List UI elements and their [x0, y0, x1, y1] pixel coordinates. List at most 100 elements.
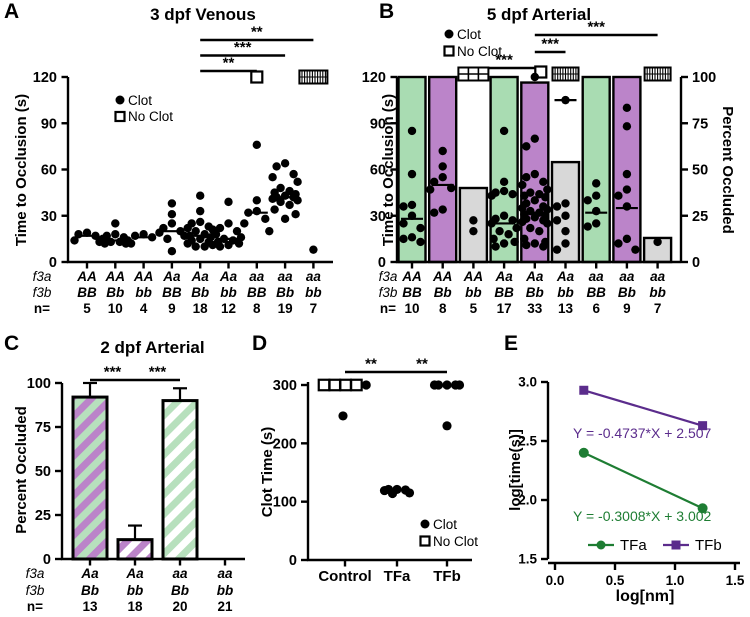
- svg-text:TFa: TFa: [620, 537, 647, 554]
- svg-text:8: 8: [439, 301, 447, 316]
- svg-text:aa: aa: [589, 269, 605, 284]
- svg-text:***: ***: [104, 364, 122, 381]
- svg-text:6: 6: [592, 301, 600, 316]
- panel-e-ylabel: log[time(s)]: [507, 429, 524, 511]
- svg-text:Bb: Bb: [106, 285, 124, 300]
- svg-text:aa: aa: [217, 566, 233, 581]
- panel-d-ylabel: Clot Time (s): [259, 426, 276, 518]
- svg-text:9: 9: [623, 301, 631, 316]
- svg-text:3.0: 3.0: [518, 375, 537, 390]
- svg-text:21: 21: [217, 599, 233, 614]
- svg-text:BB: BB: [494, 285, 514, 300]
- svg-text:f3b: f3b: [379, 285, 398, 300]
- panel-b-ylabel-left: Time to Occlusion (s): [380, 93, 397, 247]
- panel-letter-b: B: [379, 0, 395, 23]
- svg-text:5: 5: [83, 301, 91, 316]
- svg-text:Y = -0.4737*X + 2.507: Y = -0.4737*X + 2.507: [573, 425, 712, 441]
- svg-text:18: 18: [193, 301, 209, 316]
- svg-text:Clot: Clot: [433, 517, 457, 532]
- svg-text:60: 60: [370, 163, 386, 179]
- svg-text:5: 5: [470, 301, 478, 316]
- svg-text:Bb: Bb: [191, 285, 209, 300]
- svg-text:bb: bb: [649, 285, 666, 300]
- svg-text:100: 100: [273, 495, 297, 511]
- panel-letter-d: D: [252, 332, 268, 355]
- svg-text:Bb: Bb: [81, 583, 99, 598]
- svg-text:Aa: Aa: [162, 269, 181, 284]
- svg-text:100: 100: [27, 376, 51, 392]
- svg-text:8: 8: [253, 301, 261, 316]
- svg-text:2.5: 2.5: [518, 434, 537, 449]
- svg-text:1.0: 1.0: [666, 573, 685, 588]
- svg-text:***: ***: [587, 19, 605, 36]
- svg-text:AA: AA: [463, 269, 484, 284]
- svg-text:aa: aa: [278, 269, 294, 284]
- svg-text:2.0: 2.0: [518, 493, 537, 508]
- svg-text:***: ***: [234, 39, 252, 56]
- svg-text:Bb: Bb: [434, 285, 452, 300]
- svg-text:aa: aa: [172, 566, 188, 581]
- svg-text:25: 25: [35, 508, 51, 524]
- svg-text:**: **: [223, 55, 235, 72]
- svg-text:n=: n=: [27, 599, 43, 614]
- svg-text:AA: AA: [432, 269, 453, 284]
- panel-a-title: 3 dpf Venous: [150, 5, 256, 24]
- svg-text:75: 75: [35, 420, 51, 436]
- svg-text:Clot: Clot: [457, 27, 481, 42]
- svg-text:100: 100: [692, 70, 716, 86]
- svg-text:f3a: f3a: [26, 566, 45, 581]
- svg-text:60: 60: [41, 163, 57, 179]
- svg-text:bb: bb: [127, 583, 144, 598]
- panel-c-ylabel: Percent Occluded: [13, 406, 30, 534]
- svg-text:aa: aa: [619, 269, 635, 284]
- panel-b-ylabel-right: Percent Occluded: [719, 106, 736, 234]
- svg-text:bb: bb: [305, 285, 322, 300]
- svg-text:BB: BB: [586, 285, 606, 300]
- svg-text:aa: aa: [249, 269, 265, 284]
- svg-text:10: 10: [108, 301, 123, 316]
- svg-text:25: 25: [692, 209, 708, 225]
- svg-text:aa: aa: [306, 269, 322, 284]
- svg-text:n=: n=: [34, 301, 50, 316]
- svg-text:n=: n=: [380, 301, 396, 316]
- svg-text:120: 120: [362, 70, 386, 86]
- svg-text:f3b: f3b: [33, 285, 52, 300]
- svg-text:10: 10: [404, 301, 419, 316]
- svg-text:0: 0: [289, 553, 297, 569]
- svg-text:9: 9: [168, 301, 176, 316]
- svg-text:AA: AA: [105, 269, 126, 284]
- svg-text:Bb: Bb: [618, 285, 636, 300]
- svg-text:0: 0: [692, 255, 700, 271]
- svg-text:75: 75: [692, 116, 708, 132]
- svg-text:f3a: f3a: [379, 269, 398, 284]
- svg-text:No Clot: No Clot: [433, 534, 478, 549]
- svg-text:7: 7: [310, 301, 318, 316]
- svg-text:1.5: 1.5: [726, 573, 745, 588]
- svg-text:0: 0: [378, 255, 386, 271]
- svg-text:Bb: Bb: [171, 583, 189, 598]
- svg-text:300: 300: [273, 378, 297, 394]
- svg-text:Aa: Aa: [125, 566, 144, 581]
- svg-text:AA: AA: [133, 269, 154, 284]
- svg-text:Aa: Aa: [191, 269, 210, 284]
- panel-a-ylabel: Time to Occlusion (s): [13, 93, 30, 247]
- svg-text:BB: BB: [402, 285, 422, 300]
- svg-text:Aa: Aa: [80, 566, 99, 581]
- svg-text:12: 12: [221, 301, 236, 316]
- svg-text:50: 50: [692, 163, 708, 179]
- svg-text:bb: bb: [135, 285, 152, 300]
- svg-text:120: 120: [33, 70, 57, 86]
- svg-text:No Clot: No Clot: [128, 109, 173, 124]
- svg-text:**: **: [251, 24, 263, 41]
- svg-text:Clot: Clot: [128, 93, 152, 108]
- svg-text:30: 30: [41, 209, 57, 225]
- svg-text:17: 17: [497, 301, 512, 316]
- panel-letter-e: E: [504, 332, 519, 355]
- svg-text:Control: Control: [318, 568, 371, 585]
- svg-text:1.5: 1.5: [518, 552, 537, 567]
- panel-letter-a: A: [4, 0, 20, 23]
- svg-text:bb: bb: [217, 583, 234, 598]
- svg-text:90: 90: [41, 116, 57, 132]
- svg-text:200: 200: [273, 436, 297, 452]
- svg-text:4: 4: [140, 301, 148, 316]
